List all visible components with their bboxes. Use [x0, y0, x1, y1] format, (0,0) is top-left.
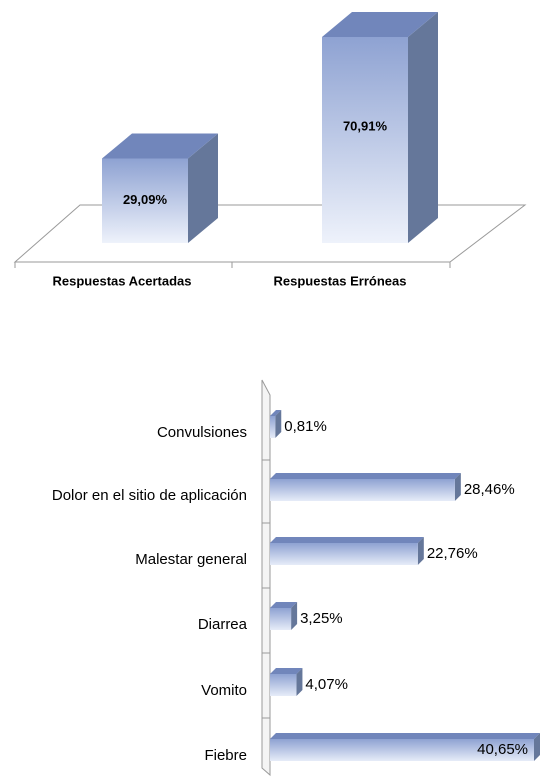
bar [270, 479, 455, 501]
bar [270, 739, 534, 761]
bar [270, 543, 418, 565]
bar-side [291, 602, 298, 630]
y-tick-label: Malestar general [135, 551, 247, 568]
bar [322, 37, 408, 243]
bar-top [322, 12, 438, 37]
y-tick-label: Fiebre [204, 747, 247, 764]
bar-side [534, 733, 540, 761]
bar-top [270, 410, 282, 416]
bar-side [408, 12, 438, 243]
value-label: 3,25% [300, 610, 343, 627]
bar-side [188, 133, 218, 243]
y-tick-label: Convulsiones [157, 424, 247, 441]
value-label: 28,46% [464, 481, 515, 498]
y-tick-label: Diarrea [198, 616, 248, 633]
bar-side [454, 473, 461, 501]
bar [270, 608, 292, 630]
value-label: 22,76% [427, 545, 478, 562]
bar-top [270, 602, 298, 608]
bar-top [270, 668, 303, 674]
separators [262, 459, 270, 719]
bar-top [270, 473, 461, 479]
value-label: 70,91% [343, 118, 388, 133]
x-tick-label: Respuestas Acertadas [53, 273, 192, 288]
value-label: 29,09% [123, 192, 168, 207]
axis-wall [261, 379, 271, 777]
y-tick-label: Vomito [201, 682, 247, 699]
bar [270, 416, 276, 438]
x-tick-label: Respuestas Erróneas [274, 273, 407, 288]
bar-side [275, 410, 282, 438]
y-tick-label: Dolor en el sitio de aplicación [52, 487, 247, 504]
bar-top [102, 133, 218, 159]
bar-top [270, 733, 540, 739]
bar-top [270, 537, 424, 543]
bar [270, 674, 297, 696]
value-label: 0,81% [284, 418, 327, 435]
bar-side [417, 537, 424, 565]
bar [102, 158, 188, 243]
value-label: 4,07% [305, 676, 348, 693]
bar-side [296, 668, 303, 696]
value-label: 40,65% [477, 741, 528, 758]
floor [13, 204, 527, 263]
